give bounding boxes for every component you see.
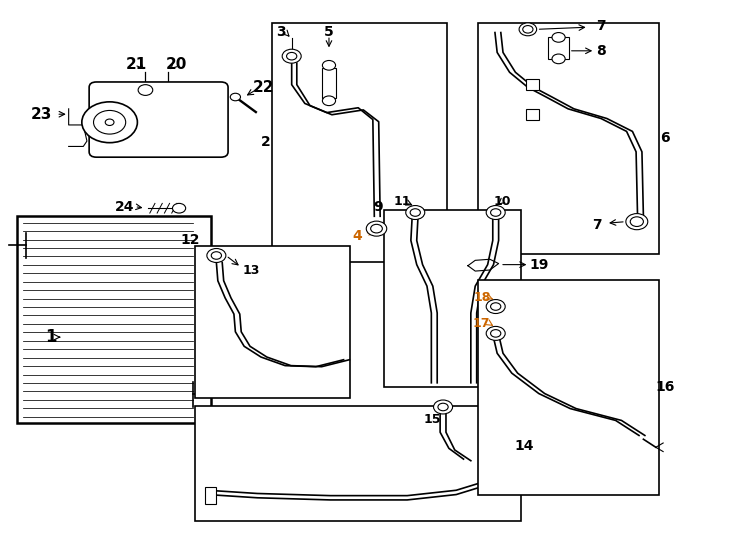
Bar bbox=[384, 210, 521, 387]
Polygon shape bbox=[468, 259, 498, 271]
Circle shape bbox=[552, 54, 565, 64]
Text: 12: 12 bbox=[181, 233, 200, 247]
Text: 9: 9 bbox=[373, 200, 382, 214]
Bar bbox=[526, 109, 539, 119]
Text: 19: 19 bbox=[530, 258, 549, 272]
Circle shape bbox=[286, 52, 297, 60]
Bar bbox=[322, 68, 335, 98]
Text: 5: 5 bbox=[324, 25, 334, 39]
Circle shape bbox=[631, 217, 644, 226]
Bar bbox=[205, 487, 217, 504]
Circle shape bbox=[211, 252, 222, 259]
Text: 23: 23 bbox=[31, 107, 52, 122]
Text: 20: 20 bbox=[166, 57, 188, 72]
Circle shape bbox=[322, 60, 335, 70]
Circle shape bbox=[486, 326, 505, 340]
Text: 16: 16 bbox=[655, 380, 675, 394]
Text: 14: 14 bbox=[515, 439, 534, 453]
Text: 6: 6 bbox=[660, 131, 669, 145]
Circle shape bbox=[172, 204, 186, 213]
Circle shape bbox=[552, 32, 565, 42]
Text: 17: 17 bbox=[473, 317, 490, 330]
Circle shape bbox=[282, 49, 301, 63]
Circle shape bbox=[410, 209, 421, 217]
Circle shape bbox=[519, 23, 537, 36]
Bar bbox=[272, 23, 448, 262]
Text: 21: 21 bbox=[126, 57, 148, 72]
Circle shape bbox=[93, 111, 126, 134]
Circle shape bbox=[105, 119, 114, 125]
Circle shape bbox=[434, 400, 453, 414]
Bar bbox=[478, 280, 659, 495]
Bar bbox=[195, 406, 520, 522]
Text: 7: 7 bbox=[592, 218, 602, 232]
Circle shape bbox=[366, 221, 387, 236]
Text: 10: 10 bbox=[493, 195, 511, 208]
Text: 24: 24 bbox=[115, 200, 134, 214]
Circle shape bbox=[486, 300, 505, 314]
Text: 18: 18 bbox=[473, 292, 490, 305]
Circle shape bbox=[438, 403, 448, 411]
Circle shape bbox=[490, 329, 501, 337]
Text: 11: 11 bbox=[393, 195, 411, 208]
Circle shape bbox=[81, 102, 137, 143]
Text: 13: 13 bbox=[243, 264, 260, 276]
Circle shape bbox=[230, 93, 241, 101]
Circle shape bbox=[486, 206, 505, 219]
Text: 3: 3 bbox=[276, 25, 286, 39]
Text: 4: 4 bbox=[352, 229, 363, 243]
Bar bbox=[195, 246, 350, 398]
Bar bbox=[526, 79, 539, 90]
Circle shape bbox=[322, 96, 335, 106]
FancyBboxPatch shape bbox=[89, 82, 228, 157]
Circle shape bbox=[406, 206, 425, 219]
Circle shape bbox=[138, 85, 153, 96]
Bar bbox=[478, 23, 659, 254]
Text: 8: 8 bbox=[596, 44, 606, 58]
Circle shape bbox=[371, 224, 382, 233]
Text: 1: 1 bbox=[46, 328, 57, 346]
Circle shape bbox=[207, 248, 226, 262]
Bar bbox=[18, 217, 211, 423]
Circle shape bbox=[523, 25, 533, 33]
Circle shape bbox=[490, 209, 501, 217]
Text: 22: 22 bbox=[252, 80, 274, 95]
Circle shape bbox=[490, 303, 501, 310]
Text: 2: 2 bbox=[261, 135, 271, 149]
Text: 7: 7 bbox=[596, 18, 606, 32]
Text: 15: 15 bbox=[424, 413, 442, 426]
Circle shape bbox=[626, 214, 648, 230]
Bar bbox=[548, 37, 569, 59]
